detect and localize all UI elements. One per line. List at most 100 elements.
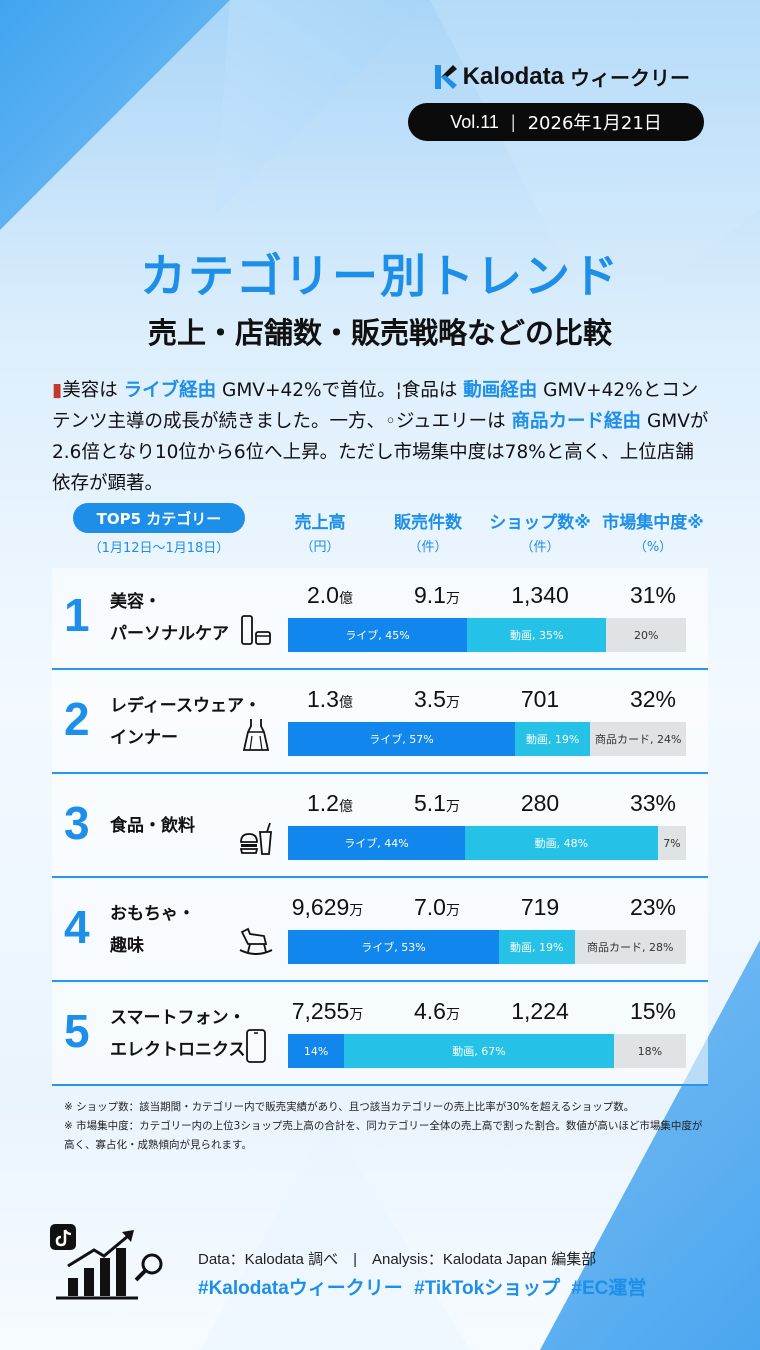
cosmetics-icon <box>241 615 271 645</box>
concentration-value: 33% <box>629 790 677 816</box>
category-name-line: インナー <box>110 728 178 748</box>
intro-part: GMV+42%とコンテンツ主導の成長が続きました。一方、 <box>52 380 699 432</box>
count-value: 7.0万 <box>387 894 487 921</box>
bar-segment-video: 動画, 48% <box>464 826 658 860</box>
concentration-value: 15% <box>629 998 677 1024</box>
category-name-line: エレクトロニクス <box>110 1040 246 1060</box>
category-name: おもちゃ・ 趣味 <box>110 898 195 962</box>
col-header-sales: 売上高 <box>294 513 346 533</box>
top5-label: TOP5 カテゴリー <box>73 503 245 533</box>
category-name-line: おもちゃ・ <box>110 904 195 924</box>
bar-segment-card: 商品カード, 24% <box>590 722 686 756</box>
page-title: カテゴリー別トレンド <box>140 249 620 303</box>
category-name: 食品・飲料 <box>110 810 195 842</box>
cutlery-icon: ¦ <box>395 380 402 401</box>
channel-bar: 14% 動画, 67% 18% <box>288 1034 686 1068</box>
category-row: 5 スマートフォン・ エレクトロニクス 7,255万 4.6万 1,224 15… <box>52 984 708 1086</box>
intro-part: ジュエリーは <box>395 411 506 432</box>
sales-number: 1.2 <box>307 790 339 816</box>
sales-number: 1.3 <box>307 686 339 712</box>
count-number: 3.5 <box>414 686 446 712</box>
category-name: スマートフォン・ エレクトロニクス <box>110 1002 246 1066</box>
intro-part: GMV+42%で首位。 <box>222 380 396 401</box>
bar-segment-live: ライブ, 45% <box>288 618 468 652</box>
sales-number: 7,255 <box>291 998 350 1024</box>
category-row: 1 美容・ パーソナルケア 2.0億 9.1万 1,340 31% ライブ, 4… <box>52 568 708 670</box>
shops-value: 1,340 <box>511 582 569 608</box>
category-name: レディースウェア・ インナー <box>110 690 261 754</box>
bar-segment-video: 動画, 67% <box>344 1034 614 1068</box>
count-value: 4.6万 <box>387 998 487 1025</box>
footer-meta: Data：Kalodata 調べ | Analysis：Kalodata Jap… <box>198 1251 597 1268</box>
col-unit-sales: （円） <box>300 540 340 555</box>
concentration-value: 32% <box>629 686 677 712</box>
category-row: 3 食品・飲料 1.2億 5.1万 280 33% ライブ, 44% 動画, 48… <box>52 776 708 878</box>
growth-chart-icon <box>50 1224 163 1300</box>
rank-number: 5 <box>64 1005 90 1057</box>
count-unit: 万 <box>445 590 460 606</box>
bar-segment-video: 動画, 19% <box>514 722 591 756</box>
rocking-horse-icon <box>239 927 273 955</box>
rank-number: 1 <box>64 589 90 641</box>
footnote: ※ 市場集中度：カテゴリー内の上位3ショップ売上高の合計を、同カテゴリー全体の売… <box>64 1120 703 1151</box>
shops-value: 701 <box>520 686 560 712</box>
category-name: 美容・ パーソナルケア <box>110 586 229 650</box>
category-name-line: スマートフォン・ <box>110 1008 246 1028</box>
col-header-concentration: 市場集中度※ <box>602 513 704 533</box>
col-unit-shops: （件） <box>520 540 560 555</box>
col-unit-concentration: （%） <box>633 540 673 555</box>
issue-date: 2026年1月21日 <box>527 113 662 134</box>
col-header-count: 販売件数 <box>394 513 462 533</box>
sales-value: 7,255万 <box>270 998 385 1025</box>
kalodata-logo-icon <box>434 64 457 89</box>
category-row: 4 おもちゃ・ 趣味 9,629万 7.0万 719 23% ライブ, 53% 動… <box>52 880 708 982</box>
count-number: 4.6 <box>414 998 446 1024</box>
intro-part: 食品は <box>401 380 458 401</box>
sales-value: 9,629万 <box>270 894 385 921</box>
intro-part: GMVが2.6倍となり10位から6位へ上昇。ただし市場集中度は78%と高く、上位… <box>52 411 709 494</box>
count-unit: 万 <box>445 1006 460 1022</box>
sales-unit: 万 <box>349 1006 364 1022</box>
shops-value: 280 <box>520 790 560 816</box>
lipstick-icon: ▮ <box>52 380 63 401</box>
bar-segment-card: 商品カード, 28% <box>574 930 686 964</box>
bar-segment-live: ライブ, 53% <box>288 930 499 964</box>
food-drink-icon <box>239 822 272 855</box>
footnote: ※ ショップ数：該当期間・カテゴリー内で販売実績があり、且つ該当カテゴリーの売上… <box>64 1101 635 1113</box>
bar-segment-video: 動画, 19% <box>498 930 575 964</box>
concentration-value: 23% <box>629 894 677 920</box>
count-unit: 万 <box>445 902 460 918</box>
concentration-value: 31% <box>629 582 677 608</box>
col-unit-count: （件） <box>408 540 448 555</box>
page-subtitle: 売上・店舗数・販売戦略などの比較 <box>147 316 612 350</box>
footer-hashtags: #Kalodataウィークリー #TikTokショップ #EC運営 <box>198 1278 647 1299</box>
sales-value: 1.2億 <box>280 790 380 817</box>
sales-unit: 億 <box>338 798 353 814</box>
count-number: 5.1 <box>414 790 446 816</box>
channel-bar: ライブ, 53% 動画, 19% 商品カード, 28% <box>288 930 686 964</box>
bar-segment-card: 18% <box>613 1034 686 1068</box>
shops-value: 719 <box>520 894 560 920</box>
bar-segment-live: ライブ, 57% <box>288 722 515 756</box>
intro-highlight: 商品カード経由 <box>511 411 642 432</box>
category-name-line: パーソナルケア <box>110 624 229 644</box>
channel-bar: ライブ, 57% 動画, 19% 商品カード, 24% <box>288 722 686 756</box>
intro-highlight: 動画経由 <box>463 380 538 401</box>
rank-number: 3 <box>64 797 90 849</box>
bar-segment-card: 7% <box>657 826 686 860</box>
count-value: 9.1万 <box>387 582 487 609</box>
rank-number: 2 <box>64 693 90 745</box>
category-row: 2 レディースウェア・ インナー 1.3億 3.5万 701 32% ライブ, … <box>52 672 708 774</box>
sales-value: 2.0億 <box>280 582 380 609</box>
category-name-line: レディースウェア・ <box>110 696 261 716</box>
bar-segment-live: ライブ, 44% <box>288 826 465 860</box>
bar-segment-video: 動画, 35% <box>467 618 607 652</box>
count-value: 5.1万 <box>387 790 487 817</box>
category-name-line: 食品・飲料 <box>110 816 195 836</box>
smartphone-icon <box>246 1029 266 1063</box>
sales-unit: 万 <box>349 902 364 918</box>
count-unit: 万 <box>445 694 460 710</box>
count-number: 7.0 <box>414 894 446 920</box>
sales-value: 1.3億 <box>280 686 380 713</box>
